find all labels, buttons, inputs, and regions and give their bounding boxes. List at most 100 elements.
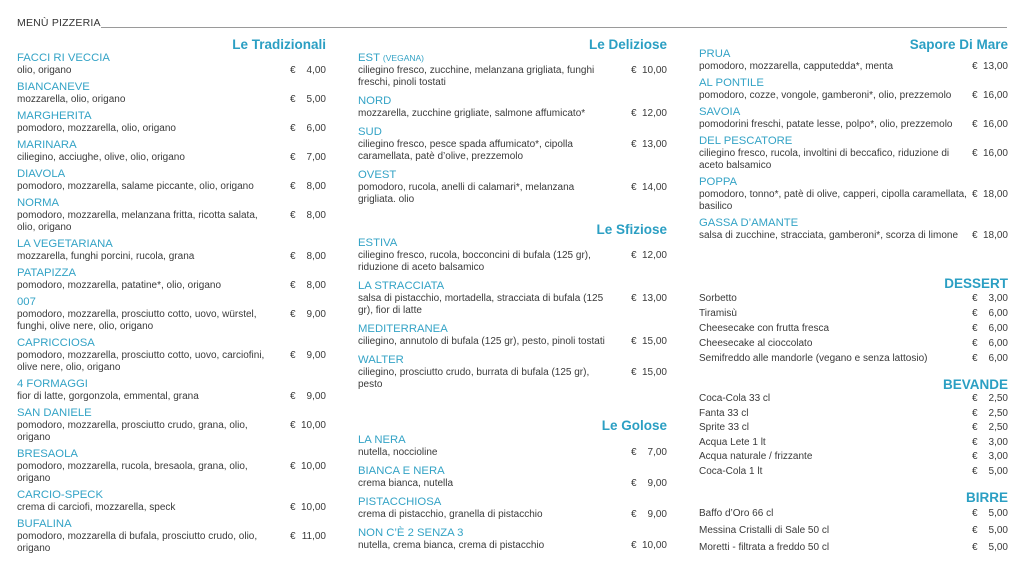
menu-item: FACCI RI VECCIA olio, origano €4,00 [17, 52, 326, 77]
item-description: salsa di zucchine, stracciata, gamberoni… [699, 230, 959, 241]
item-list: ESTIVA ciliegino fresco, rucola, bocconci… [358, 237, 667, 391]
currency-symbol: € [972, 323, 978, 334]
menu-item: LA STRACCIATA salsa di pistacchio, mortad… [358, 280, 667, 317]
currency-symbol: € [972, 465, 978, 477]
section-title: BIRRE [965, 490, 1008, 505]
price: €7,00 [290, 152, 326, 164]
price: €13,00 [631, 139, 667, 151]
currency-symbol: € [290, 94, 296, 105]
item-name: MARINARA [17, 139, 326, 152]
item-description: fior di latte, gorgonzola, emmental, gra… [17, 391, 199, 402]
price-value: 6,00 [988, 323, 1008, 334]
currency-symbol: € [972, 451, 978, 462]
menu-item: SAVOIA pomodorini freschi, patate lesse, … [699, 106, 1008, 131]
section-deliziose: Le Deliziose EST (VEGANA) ciliegino fresc… [358, 37, 667, 212]
item-description: ciliegino fresco, pesce spada affumicato… [358, 139, 573, 162]
menu-row: Coca-Cola 1 lt €5,00 [699, 465, 1008, 480]
currency-symbol: € [631, 540, 637, 551]
menu-row: Semifreddo alle mandorle (vegano e senza… [699, 351, 1008, 366]
currency-symbol: € [631, 478, 637, 489]
price-value: 5,00 [306, 94, 326, 105]
section-title: DESSERT [944, 276, 1008, 291]
price-value: 5,00 [988, 465, 1008, 477]
currency-symbol: € [631, 250, 637, 261]
price-value: 10,00 [641, 540, 667, 551]
item-list: PRUA pomodoro, mozzarella, capputedda*, m… [699, 48, 1008, 242]
currency-symbol: € [972, 353, 978, 364]
item-description: ciliegino fresco, zucchine, melanzana gr… [358, 65, 595, 88]
price: €3,00 [972, 450, 1008, 465]
item-name: FACCI RI VECCIA [17, 52, 326, 65]
item-details: pomodoro, mozzarella, olio, origano €6,00 [17, 123, 326, 135]
section-mare: Sapore Di Mare PRUA pomodoro, mozzarella,… [699, 37, 1008, 246]
item-details: ciliegino, prosciutto crudo, burrata di … [358, 367, 667, 391]
item-description: ciliegino, acciughe, olive, olio, origan… [17, 152, 185, 163]
price-value: 9,00 [647, 478, 667, 489]
item-description: salsa di pistacchio, mortadella, stracci… [358, 293, 604, 316]
price: €6,00 [290, 123, 326, 135]
item-description: pomodoro, mozzarella, prosciutto cotto, … [17, 309, 257, 332]
item-name: LA STRACCIATA [358, 280, 667, 293]
item-details: crema di carciofi, mozzarella, speck €10,… [17, 502, 326, 514]
item-name: Coca-Cola 1 lt [699, 465, 763, 477]
price-value: 7,00 [306, 152, 326, 163]
currency-symbol: € [972, 189, 978, 200]
price-value: 2,50 [988, 407, 1008, 419]
price-value: 15,00 [641, 336, 667, 347]
item-name-text: PATAPIZZA [17, 267, 76, 279]
item-name: ESTIVA [358, 237, 667, 250]
currency-symbol: € [631, 182, 637, 193]
menu-item: LA NERA nutella, noccioline €7,00 [358, 434, 667, 459]
item-name-text: 4 FORMAGGI [17, 378, 88, 390]
price-value: 12,00 [641, 250, 667, 261]
item-name: SAN DANIELE [17, 407, 326, 420]
price-value: 16,00 [982, 148, 1008, 159]
currency-symbol: € [972, 338, 978, 349]
item-name: Acqua naturale / frizzante [699, 451, 813, 462]
item-details: salsa di pistacchio, mortadella, stracci… [358, 293, 667, 317]
price: €6,00 [972, 306, 1008, 321]
price: €10,00 [290, 461, 326, 473]
price: €5,00 [290, 94, 326, 106]
item-name-text: AL PONTILE [699, 77, 764, 89]
item-name-text: FACCI RI VECCIA [17, 52, 110, 64]
item-details: ciliegino fresco, rucola, bocconcini di … [358, 250, 667, 274]
item-name-text: DEL PESCATORE [699, 135, 793, 147]
currency-symbol: € [972, 407, 978, 419]
section-title: Le Tradizionali [232, 37, 326, 52]
currency-symbol: € [631, 139, 637, 150]
item-description: crema di pistacchio, granella di pistacc… [358, 509, 543, 520]
item-name: AL PONTILE [699, 77, 1008, 90]
section-golose: Le Golose LA NERA nutella, noccioline €7,0… [358, 418, 667, 558]
price: €3,00 [972, 291, 1008, 306]
currency-symbol: € [972, 148, 978, 159]
currency-symbol: € [290, 251, 296, 262]
price-value: 13,00 [641, 139, 667, 150]
item-details: ciliegino, acciughe, olive, olio, origan… [17, 152, 326, 164]
price: €8,00 [290, 210, 326, 222]
currency-symbol: € [972, 308, 978, 319]
item-description: pomodoro, cozze, vongole, gamberoni*, ol… [699, 90, 952, 101]
item-description: crema di carciofi, mozzarella, speck [17, 502, 176, 513]
menu-row: Baffo d’Oro 66 cl €5,00 [699, 505, 1008, 522]
item-list: EST (VEGANA) ciliegino fresco, zucchine, … [358, 52, 667, 206]
menu-row: Coca-Cola 33 cl €2,50 [699, 392, 1008, 407]
price-value: 16,00 [982, 90, 1008, 101]
price: €12,00 [631, 108, 667, 120]
menu-row: Acqua naturale / frizzante €3,00 [699, 450, 1008, 465]
item-name-text: CARCIO-SPECK [17, 489, 103, 501]
price-value: 13,00 [982, 61, 1008, 72]
item-description: crema bianca, nutella [358, 478, 454, 489]
item-details: pomodoro, mozzarella, capputedda*, menta… [699, 61, 1008, 73]
item-name: Messina Cristalli di Sale 50 cl [699, 525, 830, 536]
item-list: LA NERA nutella, noccioline €7,00 BIANCA E … [358, 434, 667, 552]
item-name: BRESAOLA [17, 448, 326, 461]
currency-symbol: € [972, 61, 978, 72]
price: €14,00 [631, 182, 667, 194]
item-list: Coca-Cola 33 cl €2,50 Fanta 33 cl €2,50 Spri… [699, 392, 1008, 479]
price: €11,00 [290, 531, 326, 543]
item-details: pomodoro, tonno*, patè di olive, capperi… [699, 189, 1008, 213]
price: €2,50 [972, 421, 1008, 436]
item-description: pomodoro, mozzarella, olio, origano [17, 123, 176, 134]
item-name-text: MARINARA [17, 139, 77, 151]
